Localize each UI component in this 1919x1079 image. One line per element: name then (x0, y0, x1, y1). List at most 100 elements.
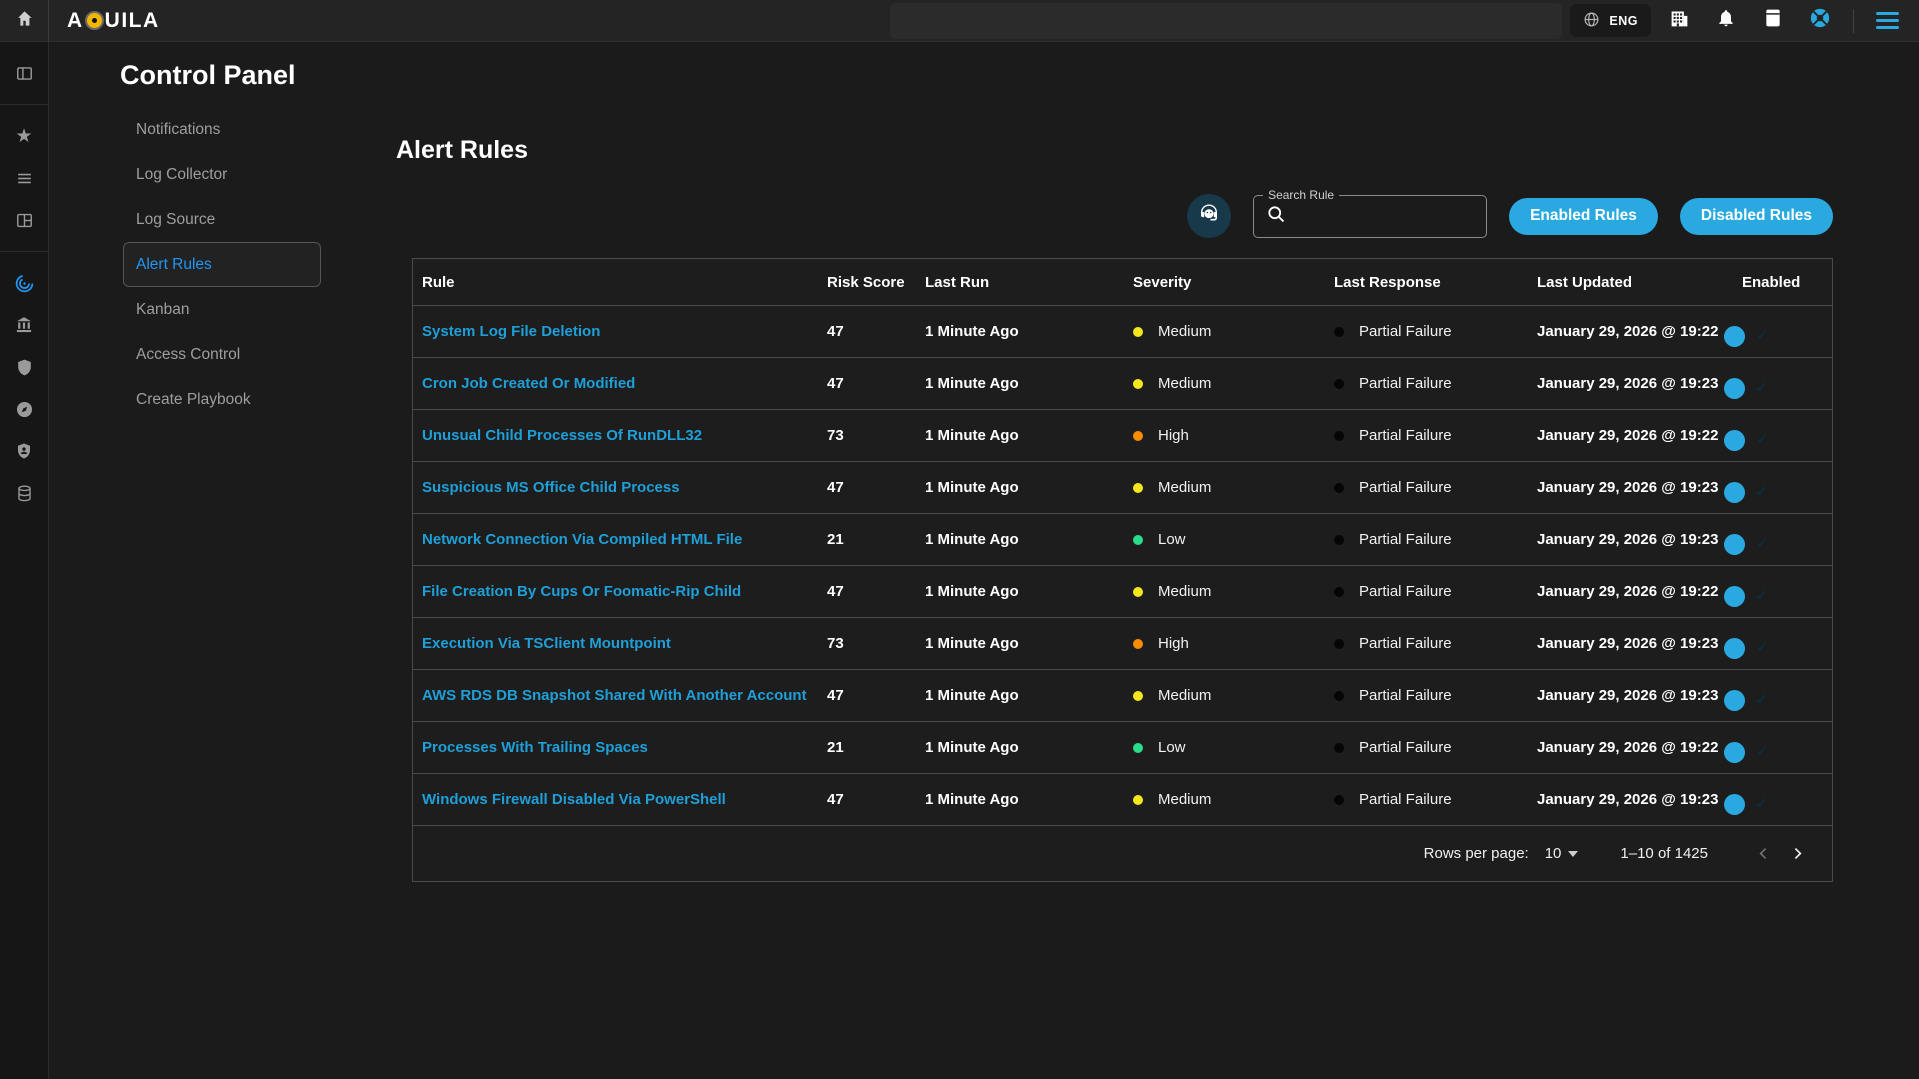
risk-score-cell: 47 (827, 323, 844, 340)
menu-item-notifications[interactable]: Notifications (136, 120, 221, 138)
last-response-dot (1334, 638, 1344, 649)
sidebar-divider (0, 251, 48, 252)
rule-link[interactable]: Processes With Trailing Spaces (422, 739, 648, 756)
compass-icon[interactable] (4, 388, 44, 430)
page-title: Control Panel (120, 60, 296, 90)
rows-per-page-label: Rows per page: (1423, 845, 1529, 862)
last-run-cell: 1 Minute Ago (925, 323, 1019, 340)
next-page-button[interactable] (1780, 837, 1814, 871)
aquila-logo[interactable]: A UILA (67, 9, 160, 33)
last-response-label: Partial Failure (1359, 427, 1452, 444)
layout-icon[interactable] (4, 199, 44, 241)
radar-icon[interactable] (4, 262, 44, 304)
severity-label: Low (1158, 739, 1186, 756)
col-header-enabled: Enabled (1742, 273, 1801, 291)
severity-dot (1133, 586, 1143, 597)
control-panel-menu: Notifications Log Collector Log Source A… (123, 107, 321, 422)
enabled-rules-button[interactable]: Enabled Rules (1509, 197, 1658, 235)
rule-link[interactable]: Suspicious MS Office Child Process (422, 479, 680, 496)
risk-score-cell: 47 (827, 375, 844, 392)
severity-dot (1133, 638, 1143, 649)
topbar-search-area[interactable] (890, 3, 1562, 39)
table-row: Cron Job Created Or Modified 47 1 Minute… (413, 358, 1832, 410)
last-run-cell: 1 Minute Ago (925, 479, 1019, 496)
col-header-risk-score: Risk Score (827, 273, 905, 291)
last-updated-cell: January 29, 2026 @ 19:22 (1537, 739, 1719, 756)
menu-item-log-source[interactable]: Log Source (136, 210, 216, 228)
rule-link[interactable]: File Creation By Cups Or Foomatic-Rip Ch… (422, 583, 742, 600)
menu-hamburger-icon[interactable] (1868, 2, 1906, 40)
last-response-dot (1334, 378, 1344, 389)
rule-link[interactable]: Network Connection Via Compiled HTML Fil… (422, 531, 743, 548)
rule-link[interactable]: Unusual Child Processes Of RunDLL32 (422, 427, 703, 444)
col-header-rule: Rule (422, 273, 455, 291)
rule-link[interactable]: Windows Firewall Disabled Via PowerShell (422, 791, 726, 808)
company-button[interactable] (1660, 2, 1698, 40)
table-body: System Log File Deletion 47 1 Minute Ago… (413, 306, 1832, 826)
severity-dot (1133, 326, 1143, 337)
severity-dot (1133, 378, 1143, 389)
risk-score-cell: 47 (827, 791, 844, 808)
help-button[interactable] (1801, 2, 1839, 40)
previous-page-button[interactable] (1746, 837, 1780, 871)
home-button[interactable] (0, 0, 49, 41)
last-updated-cell: January 29, 2026 @ 19:23 (1537, 375, 1719, 392)
col-header-last-updated: Last Updated (1537, 273, 1633, 291)
disabled-rules-button[interactable]: Disabled Rules (1679, 197, 1833, 235)
menu-item-alert-rules[interactable]: Alert Rules (123, 242, 321, 287)
menu-item-access-control[interactable]: Access Control (136, 345, 241, 363)
alert-rules-table: Rule Risk Score Last Run Severity Last R… (412, 258, 1833, 882)
risk-score-cell: 73 (827, 635, 844, 652)
table-row: Execution Via TSClient Mountpoint 73 1 M… (413, 618, 1832, 670)
list-icon[interactable] (4, 157, 44, 199)
table-row: Network Connection Via Compiled HTML Fil… (413, 514, 1832, 566)
language-selector[interactable]: ENG (1570, 4, 1651, 37)
table-row: AWS RDS DB Snapshot Shared With Another … (413, 670, 1832, 722)
star-icon[interactable]: ★ (15, 125, 33, 147)
last-run-cell: 1 Minute Ago (925, 687, 1019, 704)
notifications-bell-icon (1716, 8, 1736, 33)
rule-link[interactable]: System Log File Deletion (422, 323, 601, 340)
rule-link[interactable]: Execution Via TSClient Mountpoint (422, 635, 671, 652)
rule-link[interactable]: Cron Job Created Or Modified (422, 375, 636, 392)
toggle-thumb (1724, 482, 1745, 503)
toggle-thumb (1724, 586, 1745, 607)
shield-icon[interactable] (4, 346, 44, 388)
last-response-label: Partial Failure (1359, 687, 1452, 704)
rows-per-page-select[interactable]: 10 (1545, 845, 1579, 862)
bank-icon[interactable] (4, 304, 44, 346)
risk-score-cell: 47 (827, 687, 844, 704)
menu-item-log-collector[interactable]: Log Collector (136, 165, 228, 183)
globe-icon (1583, 11, 1600, 31)
last-run-cell: 1 Minute Ago (925, 375, 1019, 392)
notifications-button[interactable] (1707, 2, 1745, 40)
support-agent-button[interactable] (1187, 194, 1232, 238)
toggle-thumb (1724, 534, 1745, 555)
col-header-severity: Severity (1133, 273, 1192, 291)
risk-score-cell: 73 (827, 427, 844, 444)
toggle-thumb (1724, 638, 1745, 659)
col-header-last-run: Last Run (925, 273, 990, 291)
last-response-dot (1334, 742, 1344, 753)
help-lifebuoy-icon (1809, 7, 1831, 34)
check-icon: ✓ (1756, 431, 1768, 447)
table-header-row: Rule Risk Score Last Run Severity Last R… (413, 259, 1832, 306)
rule-link[interactable]: AWS RDS DB Snapshot Shared With Another … (422, 687, 807, 704)
menu-item-kanban[interactable]: Kanban (136, 300, 190, 318)
check-icon: ✓ (1756, 587, 1768, 603)
docs-button[interactable] (1754, 2, 1792, 40)
database-icon[interactable] (4, 472, 44, 514)
last-response-label: Partial Failure (1359, 323, 1452, 340)
severity-label: High (1158, 427, 1189, 444)
severity-label: Medium (1158, 583, 1212, 600)
last-response-label: Partial Failure (1359, 375, 1452, 392)
check-icon: ✓ (1756, 483, 1768, 499)
last-response-label: Partial Failure (1359, 583, 1452, 600)
menu-item-create-playbook[interactable]: Create Playbook (136, 390, 251, 408)
severity-label: High (1158, 635, 1189, 652)
last-updated-cell: January 29, 2026 @ 19:23 (1537, 791, 1719, 808)
search-rule-input[interactable] (1295, 207, 1466, 225)
split-panel-icon[interactable] (4, 52, 44, 94)
search-rule-field[interactable]: Search Rule (1253, 187, 1488, 238)
shield-user-icon[interactable] (4, 430, 44, 472)
